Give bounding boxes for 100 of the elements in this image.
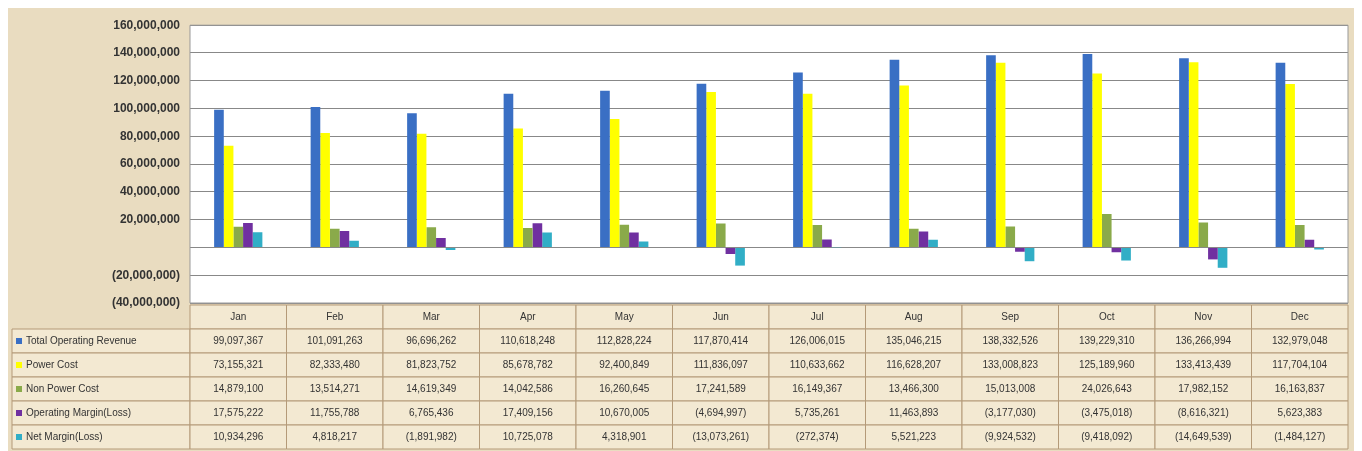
bar	[918, 231, 929, 247]
data-label: 133,413,439	[1175, 358, 1232, 370]
data-label: 132,979,048	[1271, 334, 1328, 346]
bar	[609, 119, 620, 247]
bar	[339, 231, 350, 247]
data-label: 11,755,788	[310, 406, 360, 418]
data-label: 112,828,224	[596, 334, 653, 346]
bar	[822, 239, 832, 247]
bar	[532, 223, 543, 247]
bar	[329, 228, 340, 247]
data-label: 133,008,823	[982, 358, 1039, 370]
bar	[416, 133, 427, 247]
bar	[1208, 247, 1218, 260]
data-label: 82,333,480	[309, 358, 361, 370]
bar	[1024, 247, 1035, 262]
data-label: 5,735,261	[795, 406, 840, 418]
data-label: 17,982,152	[1178, 382, 1229, 394]
bar	[1188, 62, 1199, 247]
bar	[995, 62, 1006, 247]
bar	[725, 247, 736, 254]
bar	[1275, 62, 1286, 247]
legend-label: Non Power Cost	[26, 382, 100, 394]
legend-label: Operating Margin(Loss)	[26, 406, 132, 418]
data-label: 16,260,645	[599, 382, 650, 394]
bar	[1198, 222, 1209, 247]
bar	[619, 224, 630, 247]
data-label: 5,623,383	[1277, 406, 1323, 418]
bar	[426, 227, 437, 247]
data-label: (13,073,261)	[692, 430, 750, 442]
x-tick-label: Nov	[1194, 310, 1213, 322]
legend-label: Net Margin(Loss)	[26, 430, 103, 442]
data-label: 117,870,414	[693, 334, 749, 346]
data-label: 85,678,782	[502, 358, 554, 370]
y-tick-label: 20,000,000	[119, 211, 181, 226]
data-label: 16,149,367	[792, 382, 843, 394]
data-label: 17,241,589	[695, 382, 747, 394]
data-label: 13,466,300	[888, 382, 940, 394]
y-tick-label: 100,000,000	[113, 100, 181, 115]
data-label: 6,765,436	[409, 406, 454, 418]
bar	[696, 83, 707, 247]
y-tick-label: (20,000,000)	[111, 267, 180, 282]
data-label: 14,879,100	[213, 382, 264, 394]
y-tick-label: 160,000,000	[113, 17, 181, 32]
x-tick-label: Apr	[519, 310, 537, 322]
bar	[793, 72, 803, 247]
bar	[349, 240, 359, 247]
bar	[1294, 224, 1305, 247]
data-label: 73,155,321	[213, 358, 264, 370]
data-label: 101,091,263	[306, 334, 363, 346]
data-label: 117,704,104	[1272, 358, 1328, 370]
bar	[899, 85, 909, 247]
data-label: 15,013,008	[985, 382, 1036, 394]
data-label: 116,628,207	[886, 358, 942, 370]
bar	[629, 232, 639, 247]
data-label: 10,670,005	[599, 406, 650, 418]
x-tick-label: Jul	[810, 310, 824, 322]
data-label: 126,006,015	[789, 334, 846, 346]
bar	[1121, 247, 1131, 261]
x-tick-label: Jan	[230, 310, 247, 322]
data-label: 81,823,752	[406, 358, 457, 370]
bar	[986, 55, 996, 247]
y-tick-label: 40,000,000	[119, 184, 181, 199]
legend-label: Total Operating Revenue	[26, 334, 138, 346]
bar	[908, 228, 919, 247]
bar	[1101, 214, 1112, 247]
data-label: (8,616,321)	[1177, 406, 1229, 418]
data-label: 4,318,901	[602, 430, 647, 442]
data-label: (14,649,539)	[1174, 430, 1232, 442]
x-tick-label: Aug	[904, 310, 923, 322]
bar	[889, 59, 900, 247]
legend-label: Power Cost	[26, 358, 78, 370]
data-label: 139,229,310	[1078, 334, 1135, 346]
bar	[542, 232, 552, 247]
bar	[706, 92, 716, 247]
bar	[252, 232, 263, 247]
bar	[522, 227, 533, 247]
data-label: 14,619,349	[406, 382, 457, 394]
data-label: (1,484,127)	[1274, 430, 1326, 442]
x-tick-label: Sep	[1001, 310, 1020, 322]
data-label: 17,575,222	[213, 406, 264, 418]
y-tick-label: 80,000,000	[119, 128, 181, 143]
data-label: (1,891,982)	[405, 430, 457, 442]
bar	[638, 241, 649, 247]
bar	[310, 107, 321, 247]
data-label: (4,694,997)	[695, 406, 747, 418]
y-tick-label: 60,000,000	[119, 156, 181, 171]
data-label: 16,163,837	[1274, 382, 1326, 394]
data-label: 4,818,217	[312, 430, 358, 442]
bar	[243, 223, 253, 247]
x-tick-label: Jun	[712, 310, 729, 322]
bar	[802, 93, 813, 247]
bar	[1015, 247, 1025, 252]
data-label: 92,400,849	[599, 358, 650, 370]
bar	[214, 109, 224, 247]
bar	[503, 93, 514, 247]
bar	[715, 223, 726, 247]
x-tick-label: Feb	[326, 310, 344, 322]
data-label: 111,836,097	[693, 358, 749, 370]
bar	[600, 90, 610, 247]
bar	[1217, 247, 1228, 268]
